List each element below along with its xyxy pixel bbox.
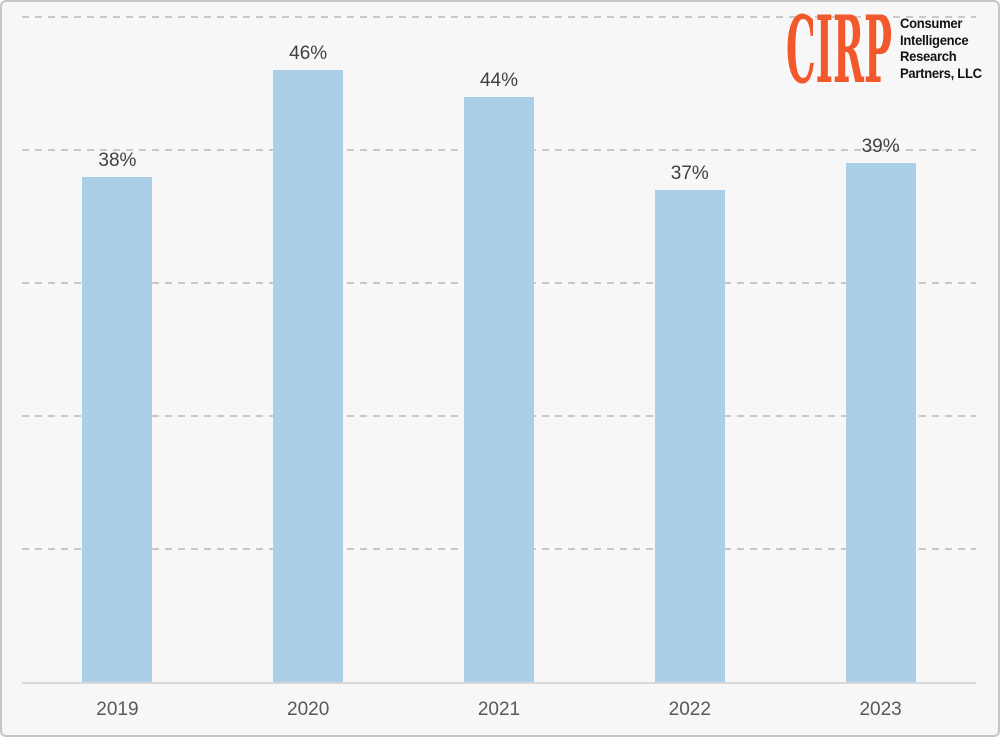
x-axis-label-2019: 2019: [96, 699, 139, 720]
logo-line: Consumer: [900, 15, 963, 31]
bar-2019: [82, 176, 153, 682]
bar-2022: [654, 189, 725, 682]
plot-area: 38% 2019 46% 2020 44% 2021 37% 2022 39% 2023: [22, 2, 976, 720]
bar-value-label: 38%: [98, 149, 137, 171]
x-axis-line: [22, 682, 976, 684]
x-axis-label-2022: 2022: [668, 699, 711, 720]
bar-value-label: 46%: [289, 43, 328, 65]
x-axis-label-2021: 2021: [477, 699, 521, 720]
logo-line: Partners, LLC: [900, 64, 982, 81]
x-axis-label-2020: 2020: [287, 699, 330, 720]
bar-2021: [464, 96, 534, 682]
bar-value-label: 44%: [479, 69, 519, 91]
bar-value-label: 39%: [861, 136, 900, 158]
bar-value-label: 37%: [670, 162, 709, 184]
bar-2023: [845, 163, 916, 682]
logo-line: Research: [900, 48, 957, 64]
cirp-logo-company-name: Consumer Intelligence Research Partners,…: [900, 12, 982, 81]
x-axis-label-2023: 2023: [859, 699, 902, 720]
bar-2020: [273, 70, 344, 682]
cirp-logo-wordmark-icon: CIRP: [786, 12, 892, 86]
cirp-logo: CIRP Consumer Intelligence Research Part…: [786, 12, 988, 86]
svg-text:CIRP: CIRP: [786, 12, 892, 86]
gridline-50: [22, 16, 976, 18]
logo-line: Intelligence: [900, 31, 969, 48]
